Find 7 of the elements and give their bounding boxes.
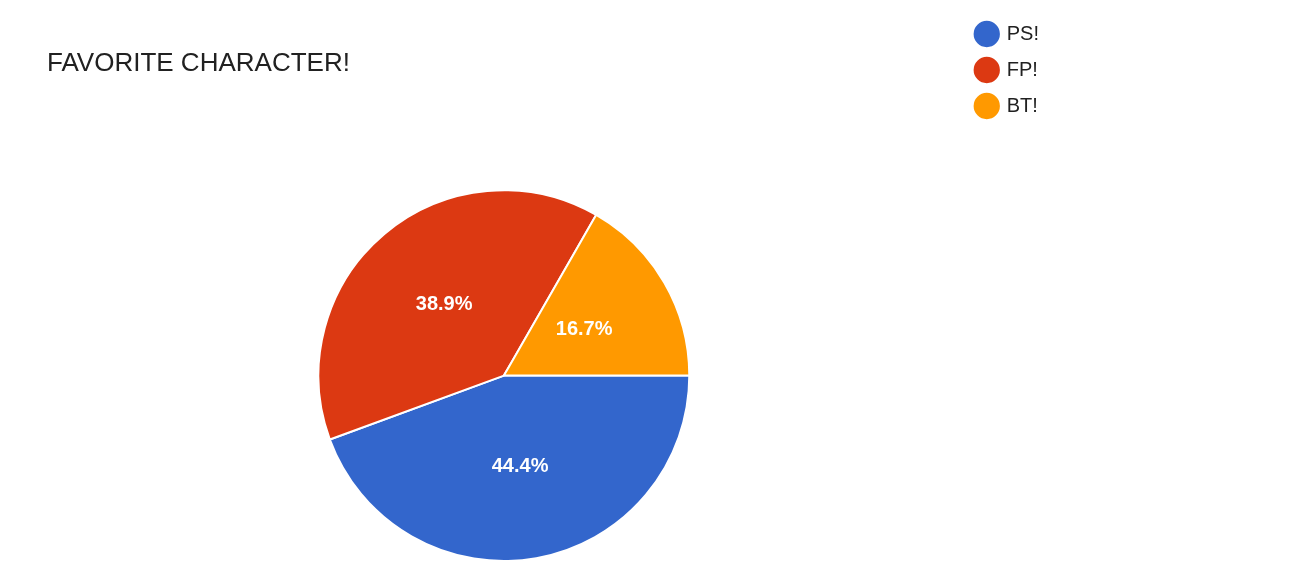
data-label: 38.9%	[415, 292, 473, 315]
text: FAVORITE CHARACTER!	[47, 46, 350, 77]
data-label: 16.7%	[555, 316, 613, 339]
legend-label: FP!	[1006, 57, 1038, 80]
legend-label: BT!	[1006, 93, 1038, 116]
legend-label: PS!	[1006, 21, 1040, 44]
data-label: 44.4%	[491, 454, 549, 477]
